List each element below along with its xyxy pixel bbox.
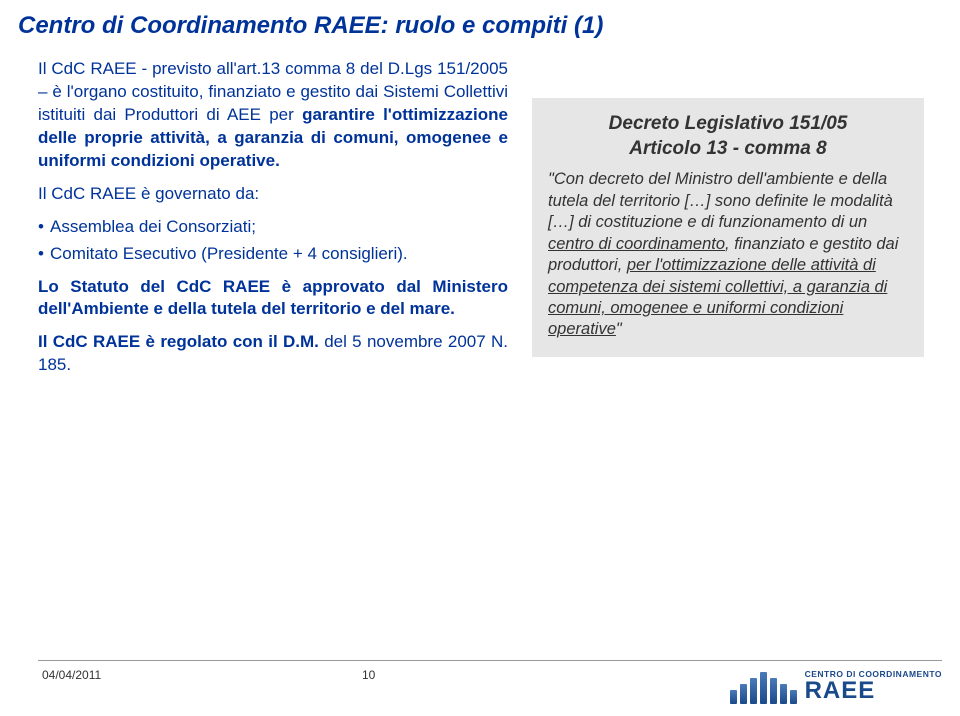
logo-bar — [750, 678, 757, 704]
footer-date: 04/04/2011 — [42, 668, 101, 682]
raee-logo: CENTRO DI COORDINAMENTO RAEE — [730, 670, 942, 705]
logo-bar — [770, 678, 777, 704]
logo-bar — [760, 672, 767, 704]
quote-body: "Con decreto del Ministro dell'ambiente … — [548, 169, 908, 341]
logo-bar — [730, 690, 737, 704]
logo-bar — [780, 684, 787, 704]
footer-divider — [38, 660, 942, 661]
footer-page-number: 10 — [362, 668, 375, 682]
list-item: Comitato Esecutivo (Presidente + 4 consi… — [38, 243, 508, 266]
statute-b: e della tutela del territorio e del mare… — [154, 299, 455, 318]
footer: 04/04/2011 10 CENTRO DI COORDINAMENTO RA… — [0, 660, 960, 706]
slide-title: Centro di Coordinamento RAEE: ruolo e co… — [0, 0, 960, 48]
governance-list: Assemblea dei Consorziati; Comitato Esec… — [38, 216, 508, 266]
logo-big-text: RAEE — [805, 679, 876, 703]
statute-paragraph: Lo Statuto del CdC RAEE è approvato dal … — [38, 276, 508, 322]
left-column: Il CdC RAEE - previsto all'art.13 comma … — [38, 58, 508, 387]
quote-box: Decreto Legislativo 151/05 Articolo 13 -… — [532, 98, 924, 357]
quote-end: " — [616, 320, 622, 338]
logo-bars-icon — [730, 672, 797, 704]
quote-title-line2: Articolo 13 - comma 8 — [629, 138, 826, 159]
content-area: Il CdC RAEE - previsto all'art.13 comma … — [0, 48, 960, 387]
slide: Centro di Coordinamento RAEE: ruolo e co… — [0, 0, 960, 716]
regulation-paragraph: Il CdC RAEE è regolato con il D.M. del 5… — [38, 331, 508, 377]
quote-title-line1: Decreto Legislativo 151/05 — [609, 113, 848, 134]
list-item: Assemblea dei Consorziati; — [38, 216, 508, 239]
governance-intro: Il CdC RAEE è governato da: — [38, 183, 508, 206]
logo-text: CENTRO DI COORDINAMENTO RAEE — [805, 670, 942, 705]
reg-a: Il CdC RAEE è regolato con il D.M. — [38, 332, 324, 351]
right-column: Decreto Legislativo 151/05 Articolo 13 -… — [532, 98, 924, 387]
quote-pre: "Con decreto del Ministro dell'ambiente … — [548, 170, 893, 231]
quote-underline-1: centro di coordinamento — [548, 235, 725, 253]
logo-bar — [790, 690, 797, 704]
quote-title: Decreto Legislativo 151/05 Articolo 13 -… — [548, 112, 908, 161]
logo-bar — [740, 684, 747, 704]
intro-paragraph: Il CdC RAEE - previsto all'art.13 comma … — [38, 58, 508, 173]
